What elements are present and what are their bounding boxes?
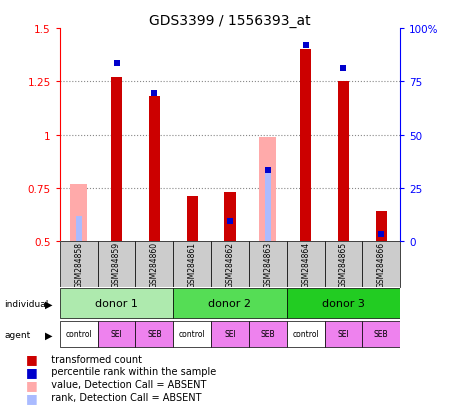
Bar [362,321,399,348]
Text: GSM284858: GSM284858 [74,241,83,287]
Bar [259,138,276,242]
Bar [173,289,286,318]
Bar [375,212,386,242]
Text: rank, Detection Call = ABSENT: rank, Detection Call = ABSENT [45,392,201,402]
Bar [135,321,173,348]
Bar [286,242,324,287]
Text: ■: ■ [25,391,37,404]
Text: ▶: ▶ [45,330,52,339]
Bar [148,97,160,242]
Text: control: control [65,330,92,338]
Bar [70,184,87,242]
Bar [173,242,211,287]
Text: GSM284863: GSM284863 [263,241,272,287]
Bar [362,242,399,287]
Bar [173,321,211,348]
Text: ■: ■ [25,365,37,378]
Text: SEI: SEI [337,330,348,338]
Bar [60,242,97,287]
Bar [186,197,197,242]
Text: SEB: SEB [373,330,388,338]
Title: GDS3399 / 1556393_at: GDS3399 / 1556393_at [149,14,310,28]
Text: SEB: SEB [147,330,161,338]
Bar [264,170,270,242]
Bar [299,50,311,242]
Text: SEI: SEI [224,330,235,338]
Bar [211,321,248,348]
Bar [97,321,135,348]
Text: control: control [179,330,205,338]
Text: GSM284861: GSM284861 [187,241,196,287]
Text: GSM284860: GSM284860 [150,241,158,287]
Text: control: control [291,330,319,338]
Text: individual: individual [5,299,49,308]
Bar [286,289,399,318]
Text: value, Detection Call = ABSENT: value, Detection Call = ABSENT [45,380,206,389]
Text: GSM284866: GSM284866 [376,241,385,287]
Text: transformed count: transformed count [45,354,141,364]
Bar [248,242,286,287]
Bar [76,216,81,242]
Text: GSM284865: GSM284865 [338,241,347,287]
Text: donor 3: donor 3 [321,298,364,308]
Text: ■: ■ [25,378,37,391]
Bar [248,321,286,348]
Text: percentile rank within the sample: percentile rank within the sample [45,366,215,377]
Bar [286,321,324,348]
Bar [111,78,122,242]
Text: ▶: ▶ [45,299,52,309]
Text: SEB: SEB [260,330,274,338]
Bar [60,321,97,348]
Text: SEI: SEI [111,330,122,338]
Bar [224,193,235,242]
Text: GSM284862: GSM284862 [225,241,234,287]
Bar [324,321,362,348]
Text: agent: agent [5,330,31,339]
Bar [324,242,362,287]
Bar [60,289,173,318]
Bar [337,82,348,242]
Text: GSM284864: GSM284864 [301,241,309,287]
Bar [211,242,248,287]
Bar [97,242,135,287]
Text: donor 1: donor 1 [95,298,138,308]
Bar [135,242,173,287]
Text: donor 2: donor 2 [208,298,251,308]
Text: GSM284859: GSM284859 [112,241,121,287]
Text: ■: ■ [25,352,37,365]
